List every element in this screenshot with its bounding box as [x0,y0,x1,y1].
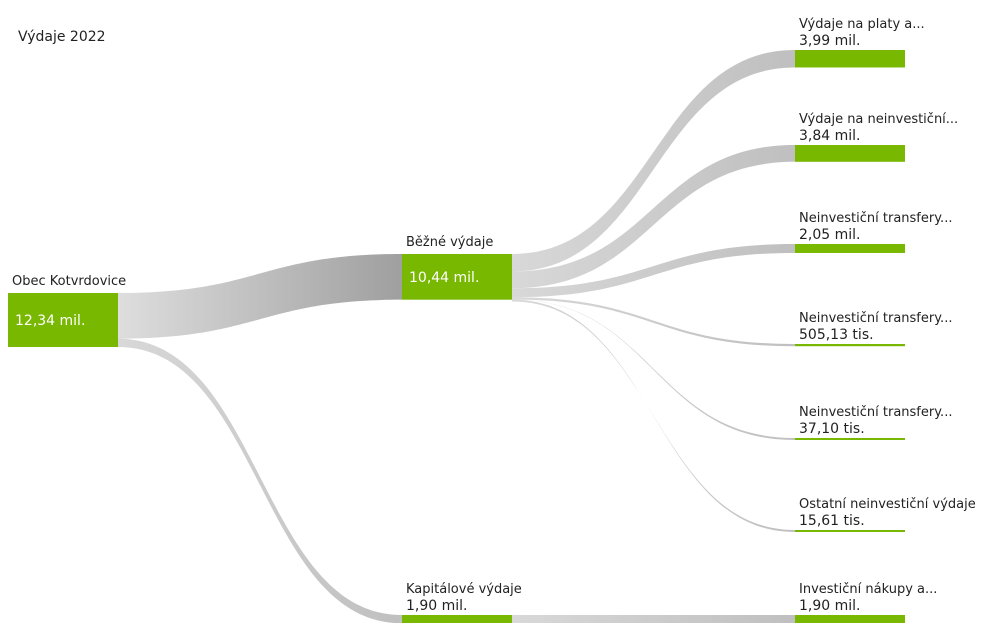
chart-title: Výdaje 2022 [18,29,106,45]
node-name: Neinvestiční transfery... [799,211,952,226]
flow [512,297,795,347]
node-name: Výdaje na neinvestiční... [799,112,958,127]
node-name: Výdaje na platy a... [799,17,925,32]
flow [512,244,795,298]
flow [512,299,795,440]
flow [118,254,402,339]
node-bar [8,293,118,347]
node-value: 10,44 mil. [409,270,479,286]
links [118,50,795,624]
flow [512,145,795,289]
node-value: 3,84 mil. [799,128,861,144]
node-name: Neinvestiční transfery... [799,311,952,326]
node-bar [795,145,905,162]
node-bar [402,615,512,624]
node-value: 1,90 mil. [799,598,861,614]
node-bar [795,438,905,440]
node-value: 15,61 tis. [799,513,865,529]
node-bar [795,244,905,253]
flow [118,338,402,624]
flow [512,615,795,624]
node-name: Ostatní neinvestiční výdaje [799,497,976,512]
flow [512,50,795,272]
node-value: 3,99 mil. [799,33,861,49]
node-bar [402,254,512,300]
node-name: Neinvestiční transfery... [799,405,952,420]
flow [512,299,795,532]
node-value: 12,34 mil. [15,313,85,329]
node-value: 2,05 mil. [799,227,861,243]
node-name: Obec Kotvrdovice [12,274,126,289]
node-bar [795,530,905,532]
node-name: Běžné výdaje [406,235,493,250]
node-value: 37,10 tis. [799,421,865,437]
node-bar [795,344,905,347]
node-name: Kapitálové výdaje [406,582,522,597]
node-value: 505,13 tis. [799,327,874,343]
node-value: 1,90 mil. [406,598,468,614]
node-name: Investiční nákupy a... [799,582,937,597]
node-bar [795,615,905,624]
node-bar [795,50,905,68]
